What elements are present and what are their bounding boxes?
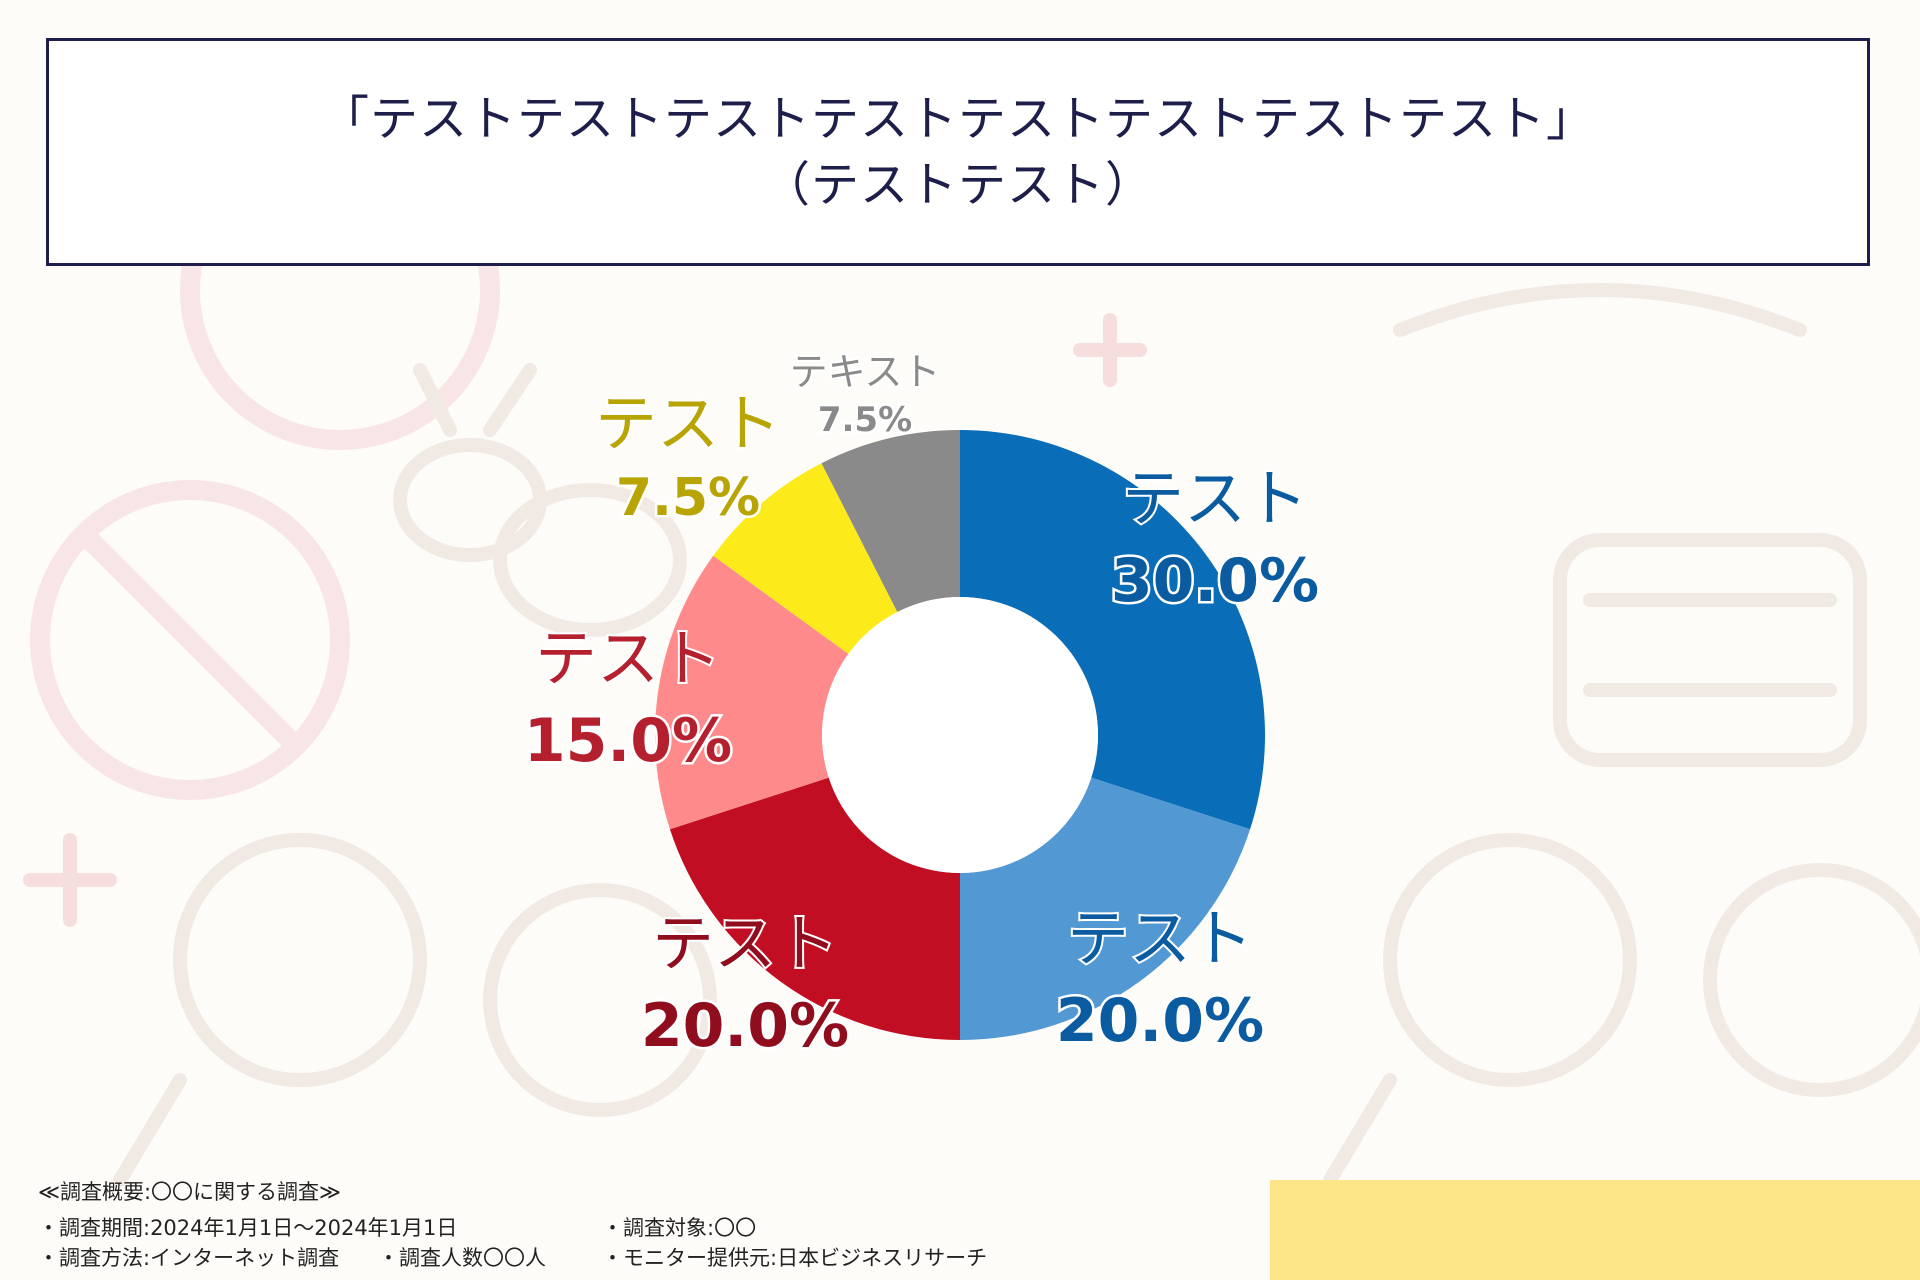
slice-label-0: テスト	[1122, 462, 1308, 535]
chart-title: 「テストテストテストテストテストテストテストテスト」	[320, 91, 1595, 147]
slice-value-1: 20.0%	[1056, 986, 1264, 1056]
slice-label-2: テスト	[652, 907, 838, 980]
slice-value-0: 30.0%	[1111, 546, 1319, 616]
survey-count: ・調査人数〇〇人	[378, 1246, 546, 1270]
footer-highlight-box	[1270, 1180, 1920, 1280]
survey-method: ・調査方法:インターネット調査	[38, 1246, 340, 1270]
title-box: 「テストテストテストテストテストテストテストテスト」 （テストテスト）	[46, 38, 1870, 266]
donut-hole	[822, 597, 1098, 873]
donut-slice-0	[960, 430, 1265, 830]
slice-value-3: 15.0%	[524, 706, 732, 776]
survey-target: ・調査対象:〇〇	[602, 1216, 757, 1240]
donut-slice-2	[669, 777, 960, 1040]
survey-period: ・調査期間:2024年1月1日～2024年1月1日	[38, 1216, 458, 1240]
slice-value-5: 7.5%	[818, 400, 912, 440]
donut-slice-4	[713, 463, 898, 654]
donut-slice-1	[960, 777, 1251, 1040]
slice-label-3: テスト	[535, 622, 721, 695]
donut-slice-5	[821, 430, 960, 613]
survey-provider: ・モニター提供元:日本ビジネスリサーチ	[602, 1246, 988, 1270]
survey-summary: ≪調査概要:〇〇に関する調査≫ ・調査期間:2024年1月1日～2024年1月1…	[38, 1178, 1258, 1278]
slice-label-1: テスト	[1067, 902, 1253, 975]
survey-summary-heading: ≪調査概要:〇〇に関する調査≫	[38, 1180, 342, 1204]
slice-label-4: テスト	[595, 387, 781, 460]
slice-value-2: 20.0%	[641, 991, 849, 1061]
slice-value-4: 7.5%	[616, 468, 760, 528]
chart-subtitle: （テストテスト）	[761, 157, 1154, 213]
donut-slice-3	[654, 555, 849, 830]
slice-label-5: テキスト	[790, 350, 941, 394]
